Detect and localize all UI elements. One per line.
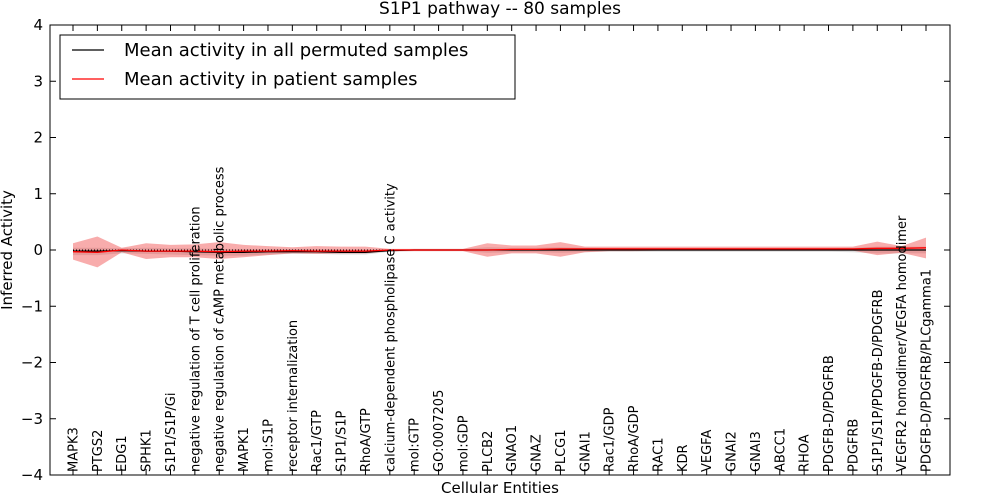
x-category-label: S1P1/S1P <box>335 410 350 472</box>
chart-title: S1P1 pathway -- 80 samples <box>379 0 621 19</box>
y-tick-label: −1 <box>21 297 43 315</box>
legend: Mean activity in all permuted samples Mea… <box>59 34 516 100</box>
x-axis-category-labels: MAPK3 PTGS2 EDG1 SPHK1 S1P1/S1P/Gi negative r… <box>67 25 935 475</box>
x-category-label: MAPK3 <box>67 427 82 472</box>
x-category-label: GNAI1 <box>578 431 593 472</box>
x-category-label: PLCB2 <box>481 431 496 472</box>
x-category-label: RHOA <box>798 434 813 472</box>
x-category-label: PLCG1 <box>554 429 569 472</box>
y-tick-label: −2 <box>21 354 43 372</box>
x-category-label: GNAZ <box>530 434 545 472</box>
x-category-label: mol:GTP <box>408 418 423 472</box>
x-category-label: VEGFR2 homodimer/VEGFA homodimer <box>895 215 910 472</box>
x-category-label: GO:0007205 <box>432 390 447 472</box>
y-tick-label: −3 <box>21 410 43 428</box>
band-series-2 <box>73 236 926 268</box>
x-category-label: Rac1/GDP <box>603 407 618 472</box>
line-series-2 <box>72 247 927 253</box>
x-category-label: GNAI2 <box>725 431 740 472</box>
x-category-label: VEGFA <box>700 430 715 472</box>
x-category-label: negative regulation of T cell proliferat… <box>188 206 203 472</box>
legend-label-1: Mean activity in all permuted samples <box>124 40 468 61</box>
x-category-label: S1P1/S1P/Gi <box>164 393 179 472</box>
x-category-label: RhoA/GDP <box>627 405 642 472</box>
x-category-label: MAPK1 <box>237 427 252 472</box>
x-category-label: PDGFRB <box>846 419 861 472</box>
y-axis-ticks: −4 −3 −2 −1 0 1 2 3 4 <box>21 16 950 484</box>
x-axis-label: Cellular Entities <box>441 479 559 497</box>
x-category-label: calcium-dependent phospholipase C activi… <box>383 183 398 472</box>
x-category-label: GNAO1 <box>505 425 520 472</box>
x-category-label: KDR <box>676 444 691 472</box>
x-category-label: PDGFB-D/PDGFRB <box>822 355 837 472</box>
x-category-label: EDG1 <box>115 435 130 472</box>
x-category-label: PDGFB-D/PDGFRB/PLCgamma1 <box>920 269 935 472</box>
y-tick-label: −4 <box>21 466 43 484</box>
x-category-label: ABCC1 <box>773 428 788 472</box>
x-category-label: receptor internalization <box>286 320 301 472</box>
y-axis-label: Inferred Activity <box>0 190 16 310</box>
x-category-label: RhoA/GTP <box>359 408 374 472</box>
y-tick-label: 1 <box>33 185 43 203</box>
x-category-label: negative regulation of cAMP metabolic pr… <box>213 166 228 472</box>
y-tick-label: 2 <box>33 129 43 147</box>
x-category-label: GNAI3 <box>749 431 764 472</box>
x-category-label: mol:S1P <box>262 419 277 472</box>
x-category-label: mol:GDP <box>456 415 471 472</box>
x-category-label: SPHK1 <box>140 429 155 472</box>
y-tick-label: 0 <box>33 241 43 259</box>
y-tick-label: 4 <box>33 16 43 34</box>
x-category-label: PTGS2 <box>91 430 106 472</box>
x-category-label: S1P1/S1P/PDGFB-D/PDGFRB <box>871 289 886 472</box>
legend-box <box>59 34 516 100</box>
legend-label-2: Mean activity in patient samples <box>124 69 418 90</box>
series-lines <box>72 247 927 253</box>
y-tick-label: 3 <box>33 72 43 90</box>
x-category-label: RAC1 <box>651 437 666 472</box>
x-category-label: Rac1/GTP <box>310 410 325 472</box>
